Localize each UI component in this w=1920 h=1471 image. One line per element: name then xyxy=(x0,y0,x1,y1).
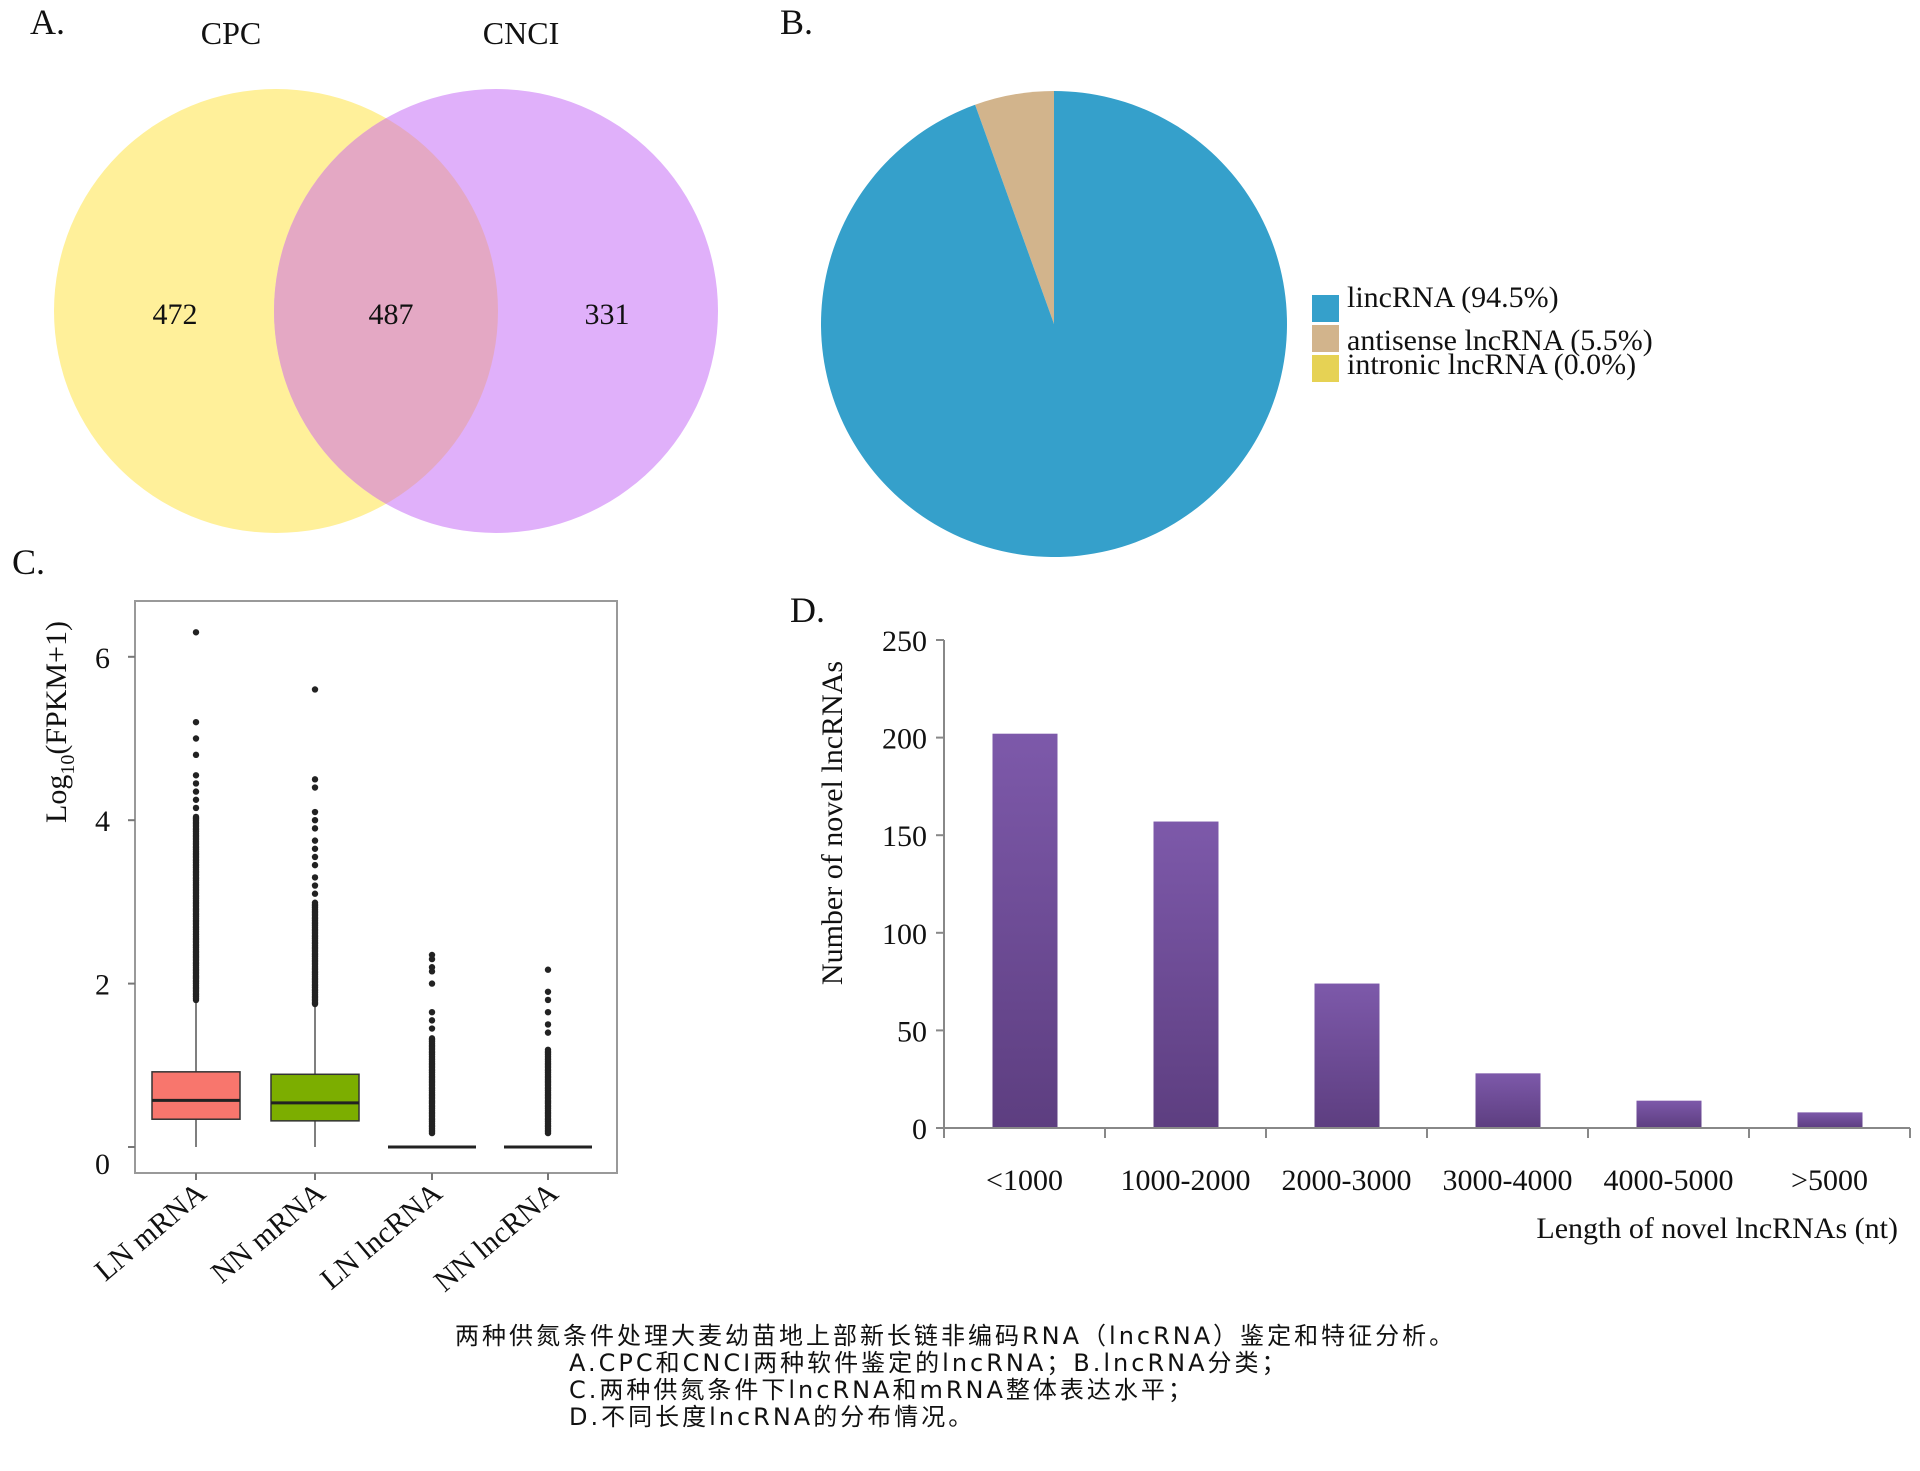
boxplot-ylabel: Log10(FPKM+1) xyxy=(40,621,79,823)
venn-panel: A. CPC CNCI 472 487 331 xyxy=(30,2,718,533)
boxplot-box xyxy=(270,1073,360,1122)
caption-line-4: D.不同长度lncRNA的分布情况。 xyxy=(569,1403,975,1431)
panel-label-d: D. xyxy=(790,590,825,630)
boxplot-outlier xyxy=(192,772,200,779)
boxplot-outlier xyxy=(311,845,319,852)
panel-label-a: A. xyxy=(30,2,65,42)
bar-0 xyxy=(992,733,1058,1128)
pie-slice-1 xyxy=(975,91,1054,324)
bar-ytick-label: 0 xyxy=(912,1113,927,1146)
boxplot-category-label: LN mRNA xyxy=(89,1176,213,1288)
figure-caption: 两种供氮条件处理大麦幼苗地上部新长链非编码RNA（lncRNA）鉴定和特征分析。… xyxy=(455,1322,1456,1431)
bar-ytick-label: 100 xyxy=(882,918,927,951)
boxplot-outlier xyxy=(428,1008,436,1016)
boxplot-outlier xyxy=(311,861,319,869)
bar-ytick-label: 50 xyxy=(897,1015,927,1048)
panel-label-b: B. xyxy=(780,2,813,42)
bar-category-label: <1000 xyxy=(986,1164,1063,1197)
panel-label-c: C. xyxy=(12,542,45,582)
bar-category-label: >5000 xyxy=(1791,1164,1868,1197)
bar-category-label: 3000-4000 xyxy=(1443,1164,1573,1197)
boxplot-outlier xyxy=(311,808,319,816)
boxplot-category-label: NN lncRNA xyxy=(428,1176,565,1298)
boxplot-box xyxy=(151,1071,241,1120)
bar-ytick-label: 150 xyxy=(882,820,927,853)
bar-category-label: 4000-5000 xyxy=(1604,1164,1734,1197)
boxplot-ytick-label: 4 xyxy=(95,805,110,838)
legend-label-lincrna: lincRNA (94.5%) xyxy=(1347,281,1559,314)
boxplot-outlier xyxy=(311,837,319,844)
legend-label-antisense: antisense lncRNA (5.5%) xyxy=(1347,324,1653,357)
bar-panel: D. Number of novel lncRNAs Length of nov… xyxy=(790,590,1911,1245)
bar-ytick-label: 200 xyxy=(882,723,927,756)
pie-slice-0 xyxy=(820,91,1287,557)
boxplot-outlier xyxy=(192,735,200,742)
boxplot-outlier xyxy=(311,890,319,897)
boxplot-outlier xyxy=(311,776,319,783)
pie-panel: B. lincRNA (94.5%) antisense lncRNA (5.5… xyxy=(780,2,1653,557)
bar-4 xyxy=(1636,1100,1702,1128)
venn-label-cpc: CPC xyxy=(201,15,261,51)
boxplot-ytick-label: 6 xyxy=(95,642,110,675)
boxplot-outlier xyxy=(544,1046,552,1053)
bar-ytick-label: 250 xyxy=(882,625,927,658)
bar-xlabel: Length of novel lncRNAs (nt) xyxy=(1536,1212,1898,1245)
boxplot-outlier xyxy=(311,874,319,881)
boxplot-outlier xyxy=(544,988,552,995)
bar-category-label: 1000-2000 xyxy=(1121,1164,1251,1197)
boxplot-outlier xyxy=(192,796,200,803)
venn-count-intersection: 487 xyxy=(369,298,414,331)
venn-label-cnci: CNCI xyxy=(483,15,559,51)
venn-count-cpc-only: 472 xyxy=(153,298,198,331)
legend-swatch-intronic xyxy=(1312,355,1339,382)
legend-label-intronic: intronic lncRNA (0.0%) xyxy=(1347,348,1636,381)
boxplot-outlier xyxy=(544,996,552,1004)
boxplot-outlier xyxy=(192,718,200,726)
boxplot-outlier xyxy=(311,882,319,889)
pie-legend: lincRNA (94.5%) antisense lncRNA (5.5%) … xyxy=(1312,281,1653,382)
boxplot-outlier xyxy=(311,686,319,693)
boxplot-outlier xyxy=(544,966,552,973)
boxplot-outlier xyxy=(192,780,200,787)
bar-category-label: 2000-3000 xyxy=(1282,1164,1412,1197)
boxplot-ytick-label: 2 xyxy=(95,969,110,1002)
venn-overlap xyxy=(274,89,498,533)
boxplot-outlier xyxy=(428,1025,436,1032)
legend-swatch-antisense xyxy=(1312,325,1339,352)
bar-1 xyxy=(1153,821,1219,1128)
boxplot-outlier xyxy=(311,817,319,824)
legend-swatch-lincrna xyxy=(1312,295,1339,322)
boxplot-outlier xyxy=(311,853,319,861)
boxplot-outlier xyxy=(311,784,319,791)
boxplot-outlier xyxy=(428,951,436,959)
boxplot-outlier xyxy=(192,813,200,821)
boxplot-category-label: NN mRNA xyxy=(205,1176,332,1290)
boxplot-outlier xyxy=(311,899,319,906)
boxplot-outlier xyxy=(192,751,200,759)
boxplot-frame xyxy=(134,600,618,1174)
boxplot-outlier xyxy=(428,1035,436,1042)
bar-5 xyxy=(1797,1112,1863,1128)
boxplot-outlier xyxy=(428,964,436,971)
boxplot-ytick-label: 0 xyxy=(95,1148,110,1181)
bar-ylabel: Number of novel lncRNAs xyxy=(816,661,849,985)
bar-2 xyxy=(1314,983,1380,1128)
boxplot-outlier xyxy=(192,804,200,812)
boxplot-outlier xyxy=(544,1021,552,1028)
boxplot-outlier xyxy=(544,1029,552,1036)
bar-3 xyxy=(1475,1073,1541,1128)
boxplot-outlier xyxy=(192,788,200,795)
boxplot-outlier xyxy=(311,825,319,832)
boxplot-outlier xyxy=(544,1008,552,1016)
boxplot-outlier xyxy=(192,629,200,636)
boxplot-outlier xyxy=(428,1017,436,1024)
boxplot-outlier xyxy=(428,980,436,987)
venn-count-cnci-only: 331 xyxy=(585,298,630,331)
caption-line-3: C.两种供氮条件下lncRNA和mRNA整体表达水平； xyxy=(569,1376,1195,1404)
caption-line-1: 两种供氮条件处理大麦幼苗地上部新长链非编码RNA（lncRNA）鉴定和特征分析。 xyxy=(455,1322,1456,1350)
caption-line-2: A.CPC和CNCI两种软件鉴定的lncRNA；B.lncRNA分类； xyxy=(569,1349,1289,1377)
boxplot-category-label: LN lncRNA xyxy=(314,1176,448,1296)
